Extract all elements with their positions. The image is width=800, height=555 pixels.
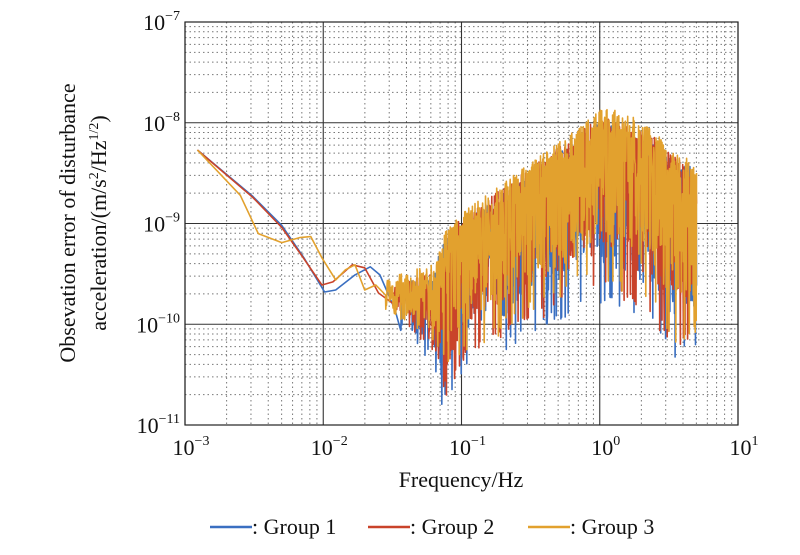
plot-frame	[184, 21, 739, 426]
x-axis-label: Frequency/Hz	[399, 467, 524, 492]
y-axis-label-line1: Obsevation error of disturbance	[55, 83, 80, 362]
y-axis-label: Obsevation error of disturbance accelera…	[55, 83, 111, 362]
series-line-group-3	[196, 108, 698, 362]
legend: : Group 1 : Group 2 : Group 3	[210, 514, 654, 539]
y-tick-label: 10−11	[137, 412, 180, 438]
series-layer	[196, 108, 698, 405]
svg-text:: Group 3: : Group 3	[570, 514, 654, 539]
x-tick-label: 10−2	[311, 434, 348, 460]
y-tick-label: 10−7	[143, 9, 180, 35]
y-axis-label-line2: acceleration/(m/s2/Hz1/2)	[86, 115, 111, 330]
svg-text:: Group 2: : Group 2	[410, 514, 494, 539]
svg-text:: Group 1: : Group 1	[252, 514, 336, 539]
x-tick-labels: 10−3 10−2 10−1 100 101	[173, 434, 759, 460]
y-tick-labels: 10−7 10−8 10−9 10−10 10−11	[136, 9, 180, 438]
legend-item-group-2: : Group 2	[368, 514, 494, 539]
legend-item-group-1: : Group 1	[210, 514, 336, 539]
x-tick-label: 100	[591, 434, 620, 460]
y-tick-label: 10−9	[143, 211, 180, 237]
legend-item-group-3: : Group 3	[528, 514, 654, 539]
y-tick-label: 10−10	[136, 311, 180, 337]
y-tick-label: 10−8	[143, 110, 180, 136]
x-tick-label: 10−1	[449, 434, 486, 460]
x-tick-label: 10−3	[173, 434, 210, 460]
x-tick-label: 101	[730, 434, 759, 460]
